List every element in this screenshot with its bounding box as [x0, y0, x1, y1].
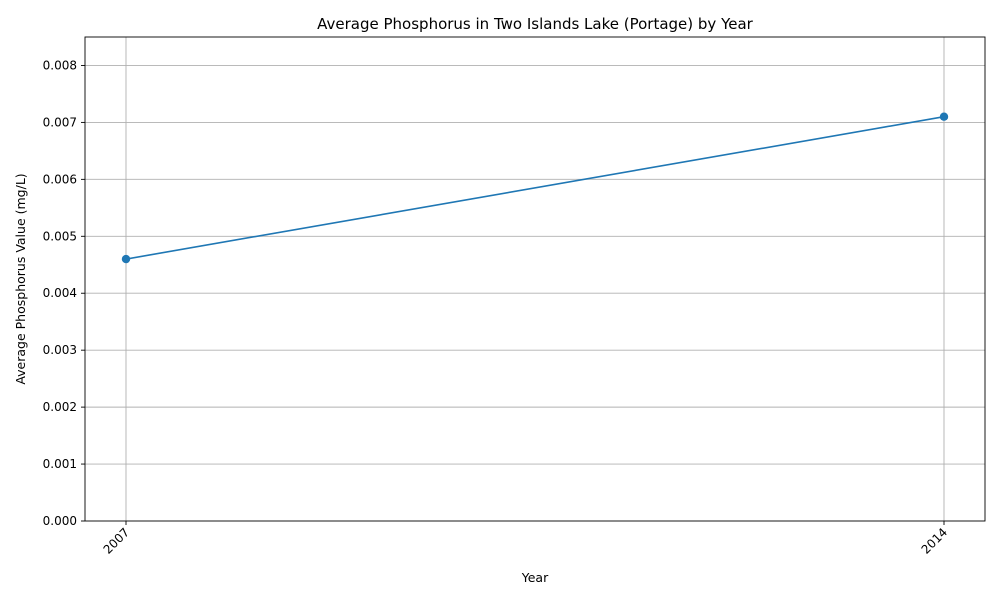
- series-layer: [121, 112, 949, 264]
- y-tick-label: 0.000: [43, 514, 77, 528]
- data-point: [939, 112, 949, 121]
- chart-title: Average Phosphorus in Two Islands Lake (…: [317, 15, 754, 33]
- y-tick-label: 0.008: [43, 58, 77, 72]
- y-tick-label: 0.001: [43, 457, 77, 471]
- data-point: [121, 254, 131, 264]
- y-axis-label: Average Phosphorus Value (mg/L): [13, 173, 28, 384]
- plot-frame: [84, 36, 986, 522]
- y-tick-label: 0.007: [43, 115, 77, 129]
- y-tick-label: 0.004: [43, 286, 77, 300]
- y-tick-label: 0.005: [43, 229, 77, 243]
- y-tick-label: 0.003: [43, 343, 77, 357]
- x-axis-label: Year: [521, 570, 549, 585]
- y-tick-label: 0.006: [43, 172, 77, 186]
- series-line: [125, 115, 945, 260]
- y-tick-label: 0.002: [43, 400, 77, 414]
- grid: [85, 37, 985, 521]
